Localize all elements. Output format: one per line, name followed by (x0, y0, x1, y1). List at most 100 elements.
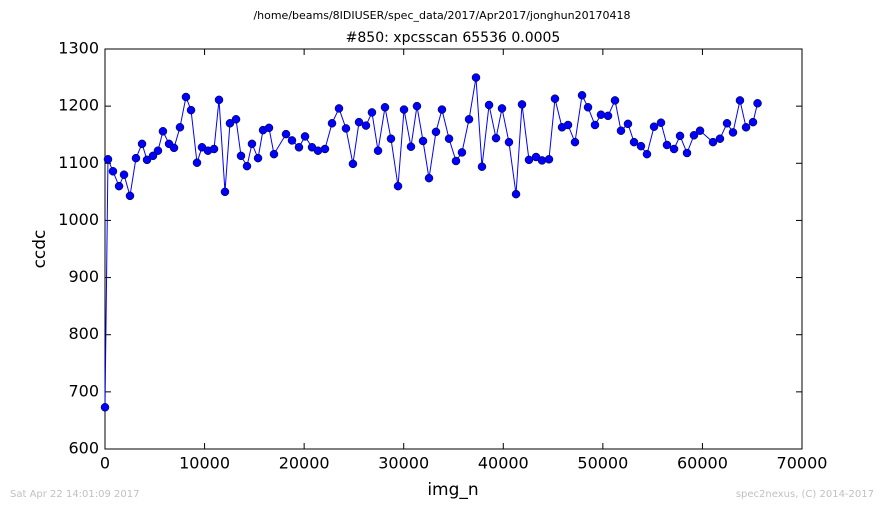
data-point (623, 119, 633, 129)
data-point (537, 156, 547, 165)
data-point (119, 170, 129, 179)
data-point (186, 105, 196, 115)
data-point (642, 149, 652, 159)
data-point (563, 120, 573, 130)
data-point (741, 123, 751, 132)
data-point (294, 143, 304, 152)
data-line (104, 77, 759, 408)
data-point (114, 181, 124, 191)
data-point (649, 122, 659, 131)
data-point (656, 118, 666, 127)
data-point (464, 115, 474, 124)
y-tick-label: 600 (68, 439, 99, 458)
data-point (577, 91, 587, 100)
data-point (253, 153, 263, 163)
data-point (471, 73, 481, 82)
data-point (722, 119, 732, 128)
x-tick-label: 50000 (577, 454, 628, 473)
data-point (682, 148, 692, 158)
data-point (412, 101, 422, 111)
data-point (689, 131, 699, 140)
data-point (399, 105, 409, 114)
data-point (603, 111, 613, 121)
data-point (457, 148, 467, 157)
y-tick-label: 1300 (58, 39, 99, 58)
data-point (348, 159, 358, 169)
data-point (583, 103, 593, 112)
data-point (596, 110, 606, 119)
data-point (424, 173, 434, 183)
data-point (354, 117, 364, 127)
data-point (753, 99, 762, 108)
data-point (590, 120, 600, 130)
data-point (728, 128, 738, 137)
data-point (431, 127, 441, 137)
data-point (137, 139, 147, 149)
data-point (570, 137, 580, 147)
data-point (341, 124, 351, 133)
data-point (209, 144, 219, 154)
data-point (327, 119, 337, 128)
y-tick-label: 800 (68, 324, 99, 343)
data-point (125, 191, 135, 201)
data-point (367, 108, 377, 117)
data-point (444, 134, 454, 143)
data-point (675, 131, 685, 141)
x-tick-label: 0 (100, 454, 110, 473)
data-point (334, 104, 344, 113)
data-point (616, 126, 626, 135)
data-point (175, 123, 185, 132)
data-point (192, 158, 202, 167)
data-point (380, 103, 390, 112)
data-point (695, 126, 705, 135)
data-point (484, 100, 494, 110)
x-tick-label: 10000 (179, 454, 230, 473)
data-point (477, 162, 487, 171)
data-point (131, 153, 141, 163)
data-point (517, 100, 527, 109)
data-point (386, 134, 396, 143)
data-point (287, 136, 297, 145)
data-point (715, 134, 725, 143)
data-point (662, 140, 672, 150)
x-tick-label: 60000 (677, 454, 728, 473)
data-point (735, 96, 745, 105)
data-point (437, 105, 447, 114)
data-point (504, 137, 514, 147)
y-tick-label: 1000 (58, 210, 99, 229)
data-point (748, 117, 758, 127)
plot-frame (104, 48, 803, 450)
data-point (393, 181, 403, 191)
data-point (550, 94, 560, 103)
data-point (361, 121, 371, 130)
data-point (264, 123, 274, 133)
data-point (225, 119, 235, 128)
data-point (406, 142, 416, 151)
data-point (636, 141, 646, 151)
y-axis-label: ccdc (30, 230, 50, 269)
data-point (281, 129, 291, 139)
x-tick-label: 30000 (378, 454, 429, 473)
data-point (108, 167, 118, 176)
data-point (100, 403, 110, 412)
data-point (544, 155, 554, 164)
data-point (629, 137, 639, 147)
data-point (524, 155, 534, 165)
data-point (220, 187, 230, 197)
x-axis-label: img_n (427, 480, 478, 500)
data-point (247, 139, 257, 149)
chart-title: /home/beams/8IDIUSER/spec_data/2017/Apr2… (253, 9, 630, 22)
footer-date: Sat Apr 22 14:01:09 2017 (10, 489, 140, 500)
data-point (451, 156, 461, 166)
data-point (669, 144, 679, 154)
data-point (158, 127, 168, 136)
x-tick-label: 40000 (478, 454, 529, 473)
data-point (320, 144, 330, 154)
footer-credit: spec2nexus, (C) 2014-2017 (736, 489, 874, 500)
chart-subtitle: #850: xpcsscan 65536 0.0005 (346, 30, 561, 46)
y-tick-label: 1100 (58, 153, 99, 172)
data-point (313, 146, 323, 155)
data-point (610, 96, 620, 105)
data-point (153, 146, 163, 155)
